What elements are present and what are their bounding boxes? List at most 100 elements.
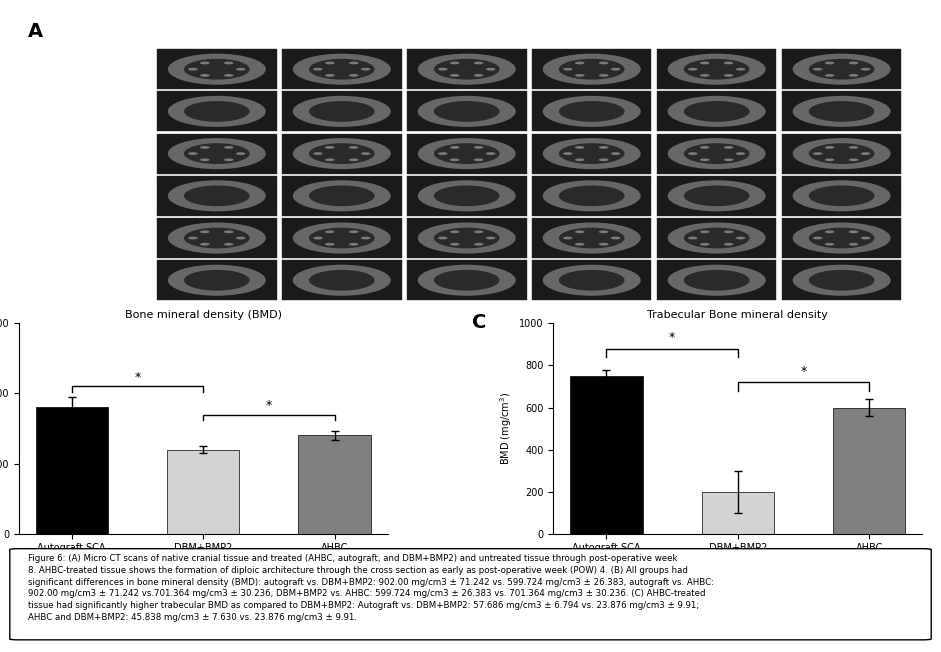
Ellipse shape [559, 185, 625, 206]
Ellipse shape [668, 222, 766, 254]
Ellipse shape [736, 152, 745, 155]
Text: POW 8: POW 8 [704, 19, 729, 28]
Ellipse shape [559, 59, 625, 80]
Text: Untreated
(Right): Untreated (Right) [62, 189, 97, 203]
Text: A: A [28, 22, 43, 41]
Ellipse shape [200, 74, 210, 77]
Ellipse shape [236, 68, 246, 70]
Ellipse shape [474, 230, 484, 233]
Ellipse shape [668, 138, 766, 169]
Ellipse shape [293, 96, 391, 127]
Bar [532, 134, 651, 173]
Ellipse shape [813, 237, 822, 239]
Ellipse shape [684, 101, 750, 122]
Ellipse shape [293, 222, 391, 254]
Ellipse shape [563, 68, 572, 70]
Bar [532, 218, 651, 258]
Bar [657, 50, 776, 89]
Ellipse shape [224, 146, 233, 149]
Ellipse shape [183, 228, 249, 248]
Ellipse shape [808, 270, 874, 291]
Ellipse shape [543, 96, 641, 127]
Ellipse shape [313, 237, 323, 239]
Bar [570, 376, 643, 534]
Ellipse shape [309, 228, 375, 248]
Ellipse shape [684, 185, 750, 206]
Ellipse shape [349, 146, 359, 149]
Ellipse shape [598, 61, 609, 65]
Text: POW 6: POW 6 [579, 19, 604, 28]
Bar [298, 436, 371, 534]
Ellipse shape [724, 243, 733, 246]
Ellipse shape [418, 53, 516, 85]
Text: Post-op: Post-op [202, 19, 231, 28]
Ellipse shape [183, 143, 249, 164]
Ellipse shape [825, 243, 835, 246]
Ellipse shape [474, 61, 484, 65]
Ellipse shape [309, 59, 375, 80]
Ellipse shape [224, 243, 233, 246]
Ellipse shape [434, 59, 500, 80]
Ellipse shape [808, 228, 874, 248]
Ellipse shape [439, 152, 448, 155]
Ellipse shape [418, 96, 516, 127]
Ellipse shape [361, 237, 371, 239]
Bar [282, 134, 402, 173]
Ellipse shape [418, 138, 516, 169]
Ellipse shape [361, 68, 371, 70]
Ellipse shape [668, 180, 766, 211]
Ellipse shape [808, 143, 874, 164]
Ellipse shape [167, 96, 265, 127]
Bar [157, 50, 277, 89]
Text: Autograft
SCA (Left): Autograft SCA (Left) [62, 147, 97, 160]
Ellipse shape [200, 61, 210, 65]
Ellipse shape [825, 158, 835, 161]
Ellipse shape [559, 228, 625, 248]
Ellipse shape [668, 265, 766, 296]
Ellipse shape [450, 61, 459, 65]
Ellipse shape [349, 230, 359, 233]
Ellipse shape [543, 138, 641, 169]
Ellipse shape [325, 74, 335, 77]
Ellipse shape [688, 68, 697, 70]
Ellipse shape [309, 143, 375, 164]
Ellipse shape [825, 146, 835, 149]
Ellipse shape [325, 230, 335, 233]
Ellipse shape [575, 61, 584, 65]
Ellipse shape [559, 101, 625, 122]
Bar [407, 260, 527, 300]
Ellipse shape [808, 101, 874, 122]
Ellipse shape [183, 59, 249, 80]
Ellipse shape [861, 237, 870, 239]
Text: POW 2: POW 2 [329, 19, 355, 28]
Ellipse shape [684, 270, 750, 291]
Ellipse shape [808, 185, 874, 206]
Ellipse shape [849, 243, 858, 246]
Text: Untreated
(Left): Untreated (Left) [62, 105, 97, 119]
Ellipse shape [200, 230, 210, 233]
Ellipse shape [825, 61, 835, 65]
Ellipse shape [792, 180, 890, 211]
Ellipse shape [825, 74, 835, 77]
Y-axis label: BMD (mg/cm$^3$): BMD (mg/cm$^3$) [498, 392, 514, 465]
Ellipse shape [724, 230, 733, 233]
Bar [657, 91, 776, 131]
Bar [282, 218, 402, 258]
Ellipse shape [724, 61, 733, 65]
Text: *: * [669, 331, 676, 344]
Ellipse shape [236, 152, 246, 155]
Ellipse shape [183, 185, 249, 206]
Ellipse shape [611, 237, 620, 239]
Ellipse shape [439, 237, 448, 239]
Ellipse shape [700, 158, 710, 161]
Text: AHBC
(Right): AHBC (Right) [68, 63, 91, 76]
Ellipse shape [434, 270, 500, 291]
Ellipse shape [309, 270, 375, 291]
Ellipse shape [418, 222, 516, 254]
Ellipse shape [293, 138, 391, 169]
Text: DBM+BMP2
(Left): DBM+BMP2 (Left) [59, 231, 101, 245]
Ellipse shape [598, 158, 609, 161]
Ellipse shape [861, 152, 870, 155]
Ellipse shape [486, 68, 495, 70]
Ellipse shape [224, 230, 233, 233]
